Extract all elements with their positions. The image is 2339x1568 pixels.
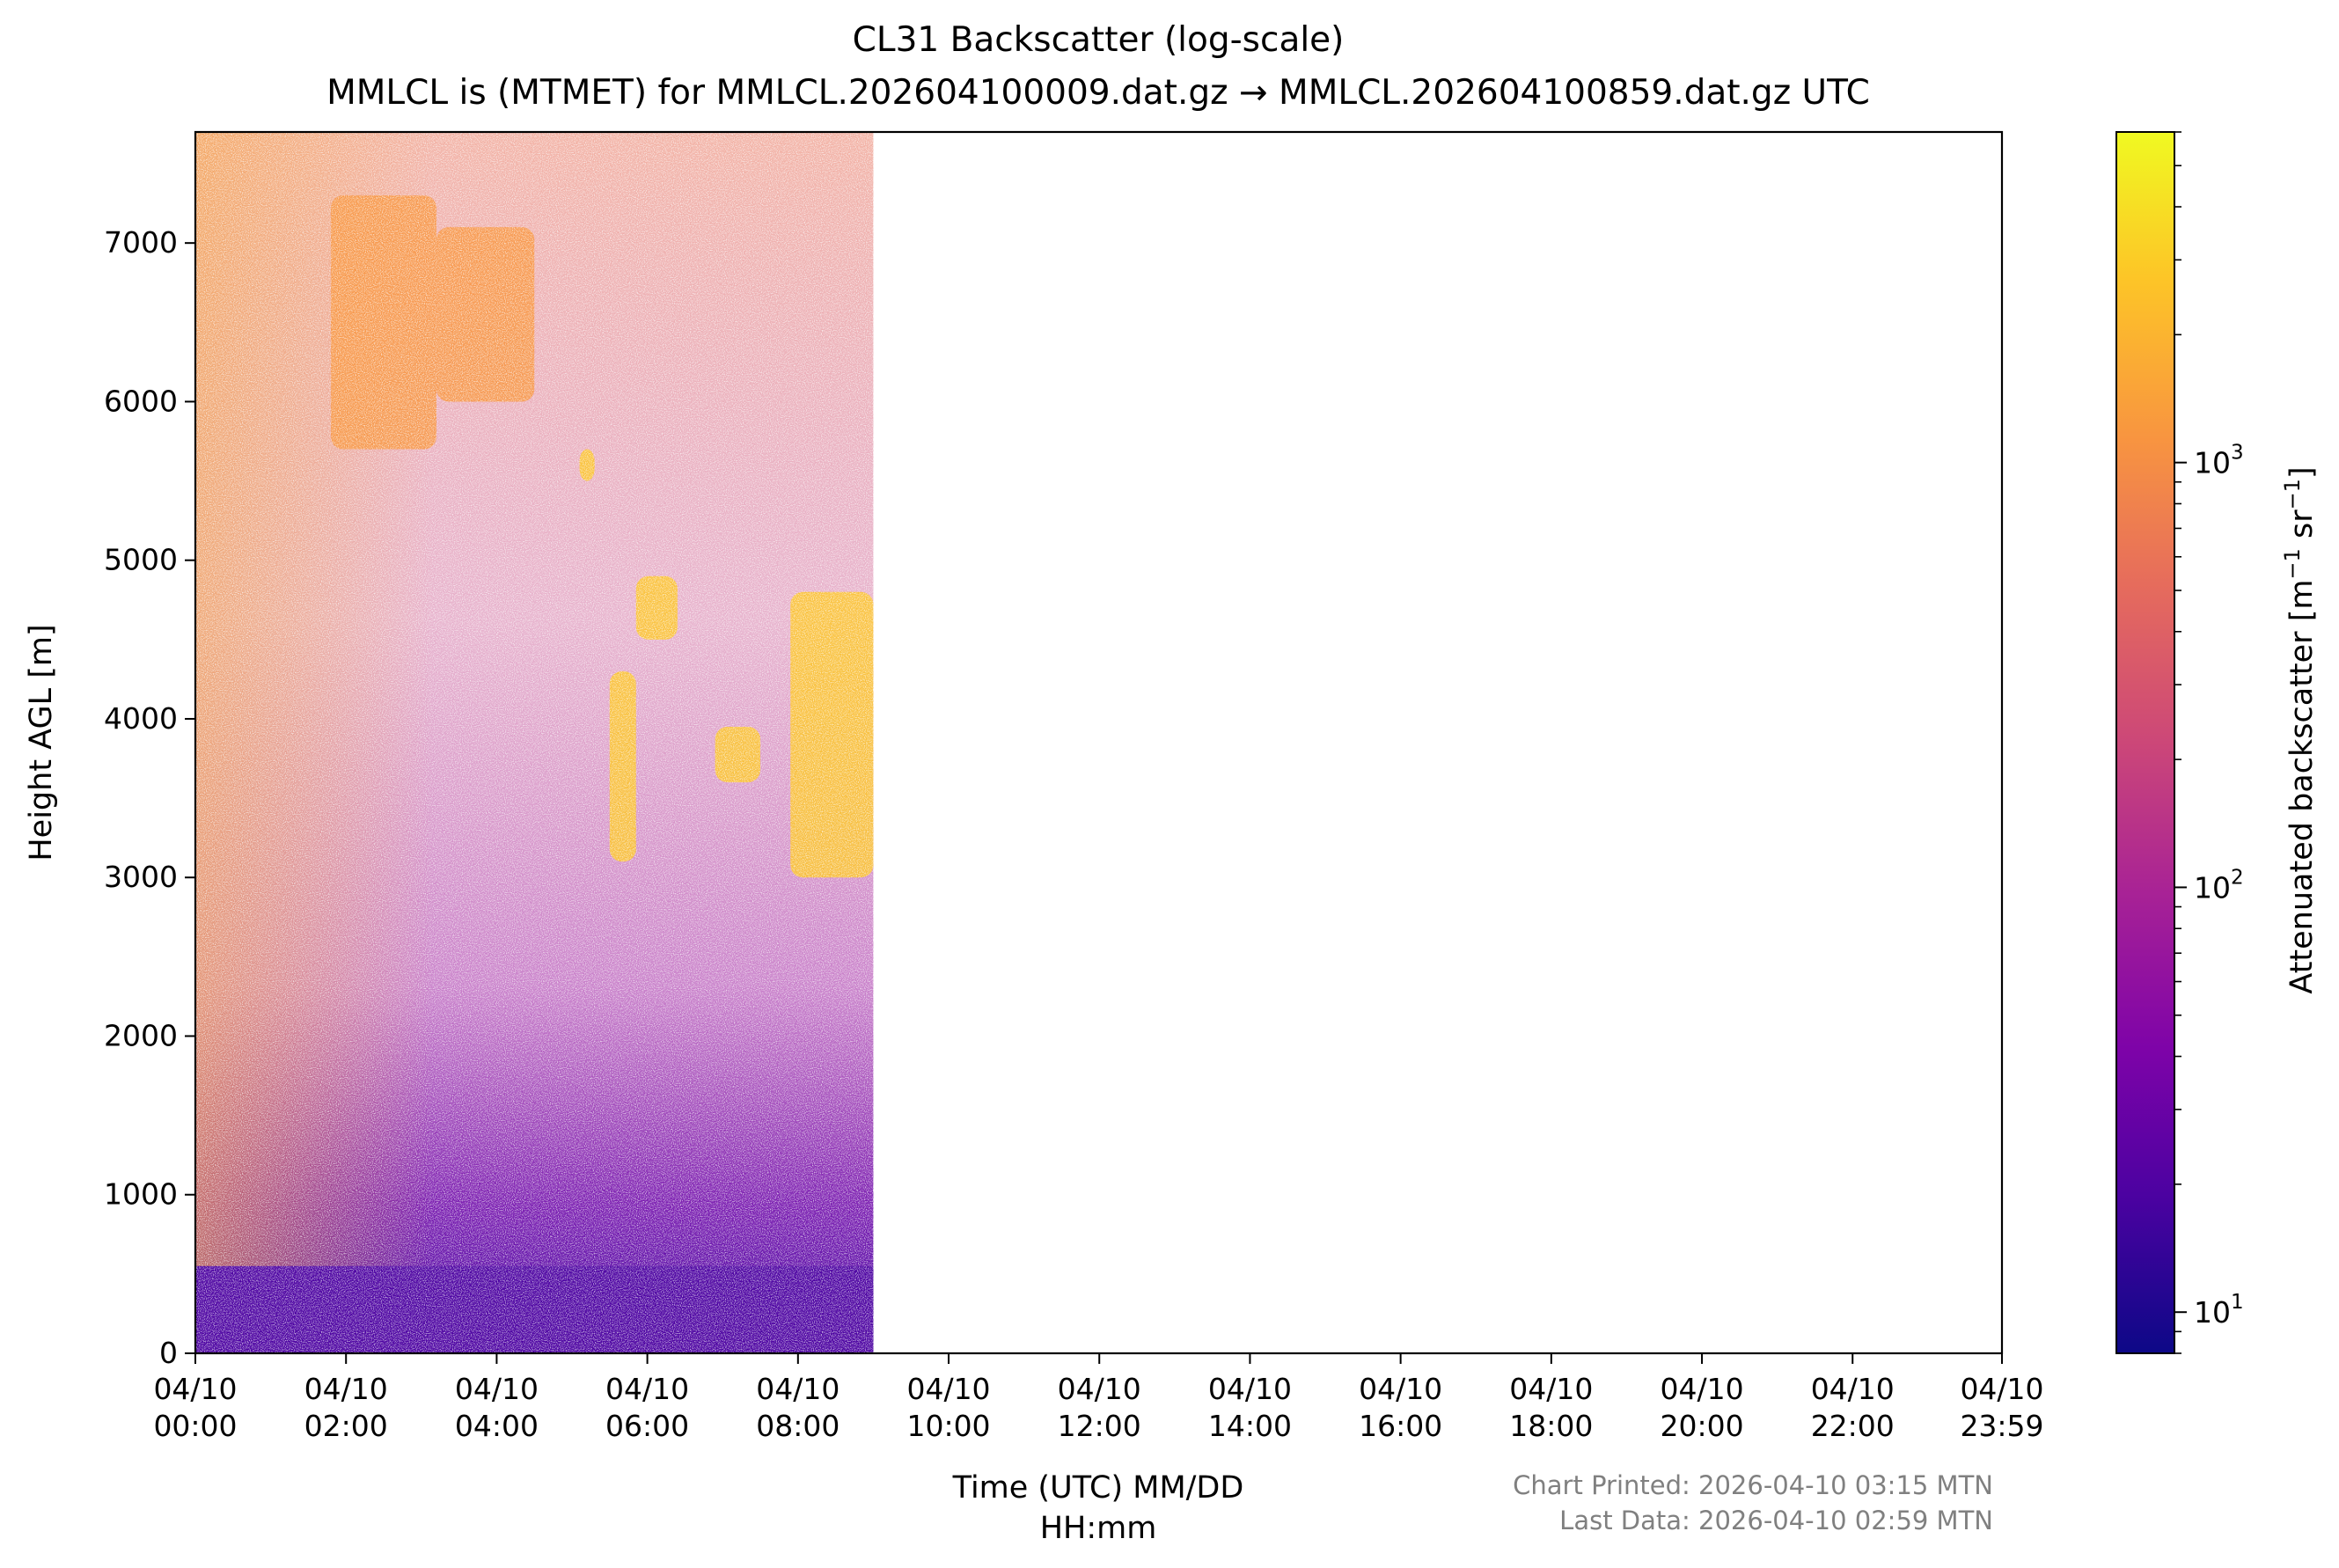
colorbar-ticks: 101 102 103: [2174, 131, 2244, 1354]
footer-printed: Chart Printed: 2026-04-10 03:15 MTN: [1513, 1470, 1993, 1500]
x-axis-label-line1: Time (UTC) MM/DD: [952, 1470, 1244, 1506]
x-tick-date-2: 04/10: [455, 1372, 539, 1406]
noise-speckle: [195, 132, 874, 1353]
colorbar-label-exp1: −1: [2280, 548, 2305, 579]
plot-frame: [194, 130, 2004, 1355]
x-tick-time-9: 18:00: [1509, 1409, 1593, 1443]
colorbar: [2115, 131, 2175, 1354]
colorbar-label-text: Attenuated backscatter [m: [2284, 580, 2320, 994]
x-tick-time-5: 10:00: [906, 1409, 990, 1443]
x-tick-time-0: 00:00: [153, 1409, 237, 1443]
colorbar-label-end: ]: [2284, 466, 2320, 479]
y-tick-label-7: 7000: [104, 225, 178, 260]
x-tick-time-11: 22:00: [1811, 1409, 1895, 1443]
x-tick-date-6: 04/10: [1058, 1372, 1141, 1406]
x-tick-time-3: 06:00: [605, 1409, 689, 1443]
x-tick-date-9: 04/10: [1509, 1372, 1593, 1406]
chart-subtitle: MMLCL is (MTMET) for MMLCL.202604100009.…: [326, 73, 1870, 113]
y-tick-label-3: 3000: [104, 860, 178, 894]
colorbar-label: Attenuated backscatter [m−1 sr−1]: [2280, 466, 2320, 993]
x-tick-date-8: 04/10: [1359, 1372, 1442, 1406]
y-tick-label-6: 6000: [104, 384, 178, 418]
x-tick-date-3: 04/10: [605, 1372, 689, 1406]
x-tick-time-8: 16:00: [1359, 1409, 1442, 1443]
x-tick-date-10: 04/10: [1660, 1372, 1743, 1406]
y-tick-label-0: 0: [159, 1336, 178, 1370]
colorbar-label-mid: sr: [2284, 509, 2320, 548]
x-tick-time-2: 04:00: [455, 1409, 539, 1443]
x-tick-date-11: 04/10: [1811, 1372, 1895, 1406]
x-tick-date-7: 04/10: [1208, 1372, 1292, 1406]
colorbar-label-exp2: −1: [2280, 479, 2305, 509]
x-axis-ticks: 04/1000:0004/1002:0004/1004:0004/1006:00…: [153, 1353, 2044, 1443]
y-axis-ticks: 0 1000 2000 3000 4000 5000 6000 7000: [104, 225, 195, 1370]
x-tick-date-1: 04/10: [304, 1372, 388, 1406]
footer-last-data: Last Data: 2026-04-10 02:59 MTN: [1559, 1506, 1993, 1535]
y-tick-label-4: 4000: [104, 701, 178, 736]
y-tick-label-5: 5000: [104, 543, 178, 577]
y-axis-label: Height AGL [m]: [24, 624, 59, 861]
cb-tick-label-1: 102: [2194, 866, 2244, 905]
x-tick-time-1: 02:00: [304, 1409, 388, 1443]
x-tick-time-10: 20:00: [1660, 1409, 1743, 1443]
x-tick-time-4: 08:00: [756, 1409, 840, 1443]
x-tick-time-6: 12:00: [1058, 1409, 1141, 1443]
cb-tick-label-2: 103: [2194, 442, 2244, 480]
cb-tick-label-0: 101: [2194, 1291, 2244, 1330]
x-tick-date-12: 04/10: [1960, 1372, 2043, 1406]
x-tick-time-12: 23:59: [1960, 1409, 2043, 1443]
x-tick-date-4: 04/10: [756, 1372, 840, 1406]
y-tick-label-2: 2000: [104, 1018, 178, 1052]
y-tick-label-1: 1000: [104, 1177, 178, 1212]
heatmap-field: [195, 132, 874, 1353]
chart-title: CL31 Backscatter (log-scale): [853, 20, 1345, 60]
x-tick-date-5: 04/10: [906, 1372, 990, 1406]
x-axis-label-line2: HH:mm: [1040, 1511, 1157, 1546]
x-tick-date-0: 04/10: [153, 1372, 237, 1406]
x-tick-time-7: 14:00: [1208, 1409, 1292, 1443]
